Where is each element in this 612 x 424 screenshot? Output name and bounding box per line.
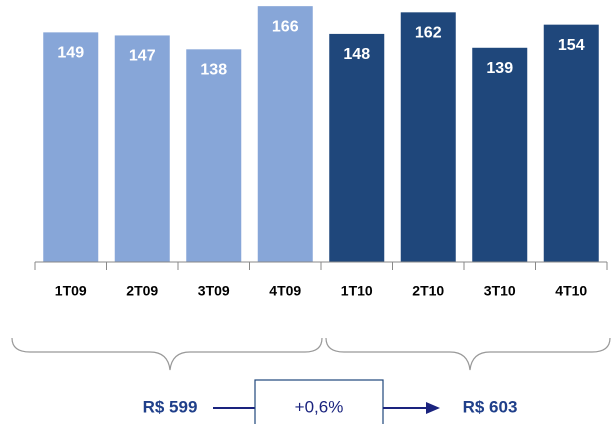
x-tick-label: 4T09 bbox=[269, 283, 301, 299]
value-label: 138 bbox=[200, 62, 227, 79]
left-total: R$ 599 bbox=[143, 397, 198, 416]
value-label: 149 bbox=[57, 45, 84, 62]
value-label: 139 bbox=[486, 60, 513, 77]
x-tick-label: 1T09 bbox=[55, 283, 87, 299]
left-brace bbox=[11, 337, 323, 371]
arrow-head bbox=[426, 402, 440, 414]
braces bbox=[11, 337, 611, 371]
value-label: 162 bbox=[415, 25, 442, 42]
bar bbox=[329, 33, 385, 262]
x-tick-label: 3T10 bbox=[484, 283, 516, 299]
change-label: +0,6% bbox=[295, 397, 344, 416]
value-label: 147 bbox=[129, 48, 156, 65]
value-label: 154 bbox=[558, 37, 585, 54]
bar bbox=[543, 24, 599, 262]
bar bbox=[257, 6, 313, 263]
x-tick-label: 2T09 bbox=[126, 283, 158, 299]
value-label: 166 bbox=[272, 18, 299, 35]
x-tick-label: 4T10 bbox=[555, 283, 587, 299]
bar bbox=[186, 49, 242, 263]
bar bbox=[400, 12, 456, 263]
x-tick-label: 2T10 bbox=[412, 283, 444, 299]
bar bbox=[43, 32, 99, 263]
change-box bbox=[254, 379, 384, 424]
value-label: 148 bbox=[343, 46, 370, 63]
bar bbox=[114, 35, 170, 263]
x-tick-label: 1T10 bbox=[341, 283, 373, 299]
right-brace bbox=[325, 337, 611, 371]
right-total: R$ 603 bbox=[463, 397, 518, 416]
x-tick-label: 3T09 bbox=[198, 283, 230, 299]
bar bbox=[472, 47, 528, 262]
